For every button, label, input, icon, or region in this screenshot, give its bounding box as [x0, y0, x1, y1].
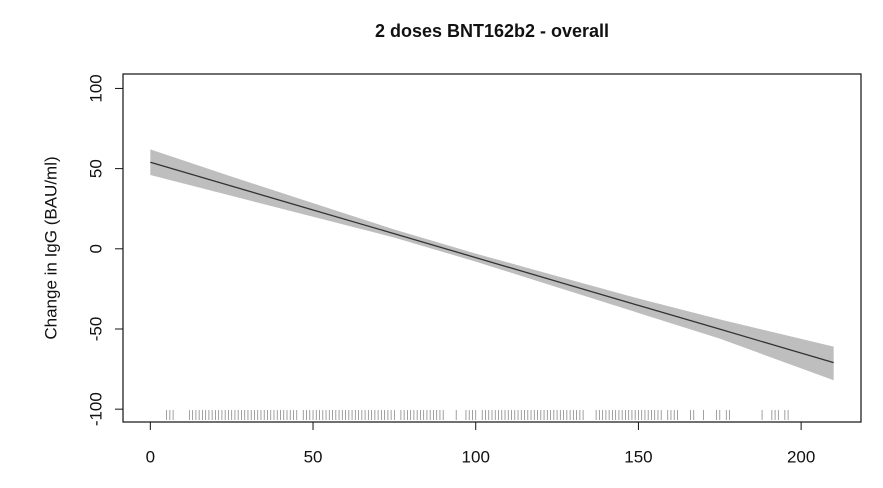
chart-title: 2 doses BNT162b2 - overall: [375, 21, 609, 41]
x-tick-label: 0: [146, 447, 155, 466]
confidence-band: [150, 149, 834, 381]
x-tick-label: 50: [304, 447, 323, 466]
y-tick-label: 0: [86, 244, 105, 253]
x-tick-label: 200: [787, 447, 815, 466]
fit-line: [150, 161, 834, 364]
plot-frame: [122, 73, 862, 423]
x-tick-label: 100: [462, 447, 490, 466]
y-tick-label: -100: [86, 392, 105, 426]
y-axis-label: Change in IgG (BAU/ml): [41, 156, 60, 339]
y-tick-label: 100: [86, 74, 105, 102]
x-tick-label: 150: [624, 447, 652, 466]
y-tick-label: 50: [86, 159, 105, 178]
y-tick-label: -50: [86, 317, 105, 342]
